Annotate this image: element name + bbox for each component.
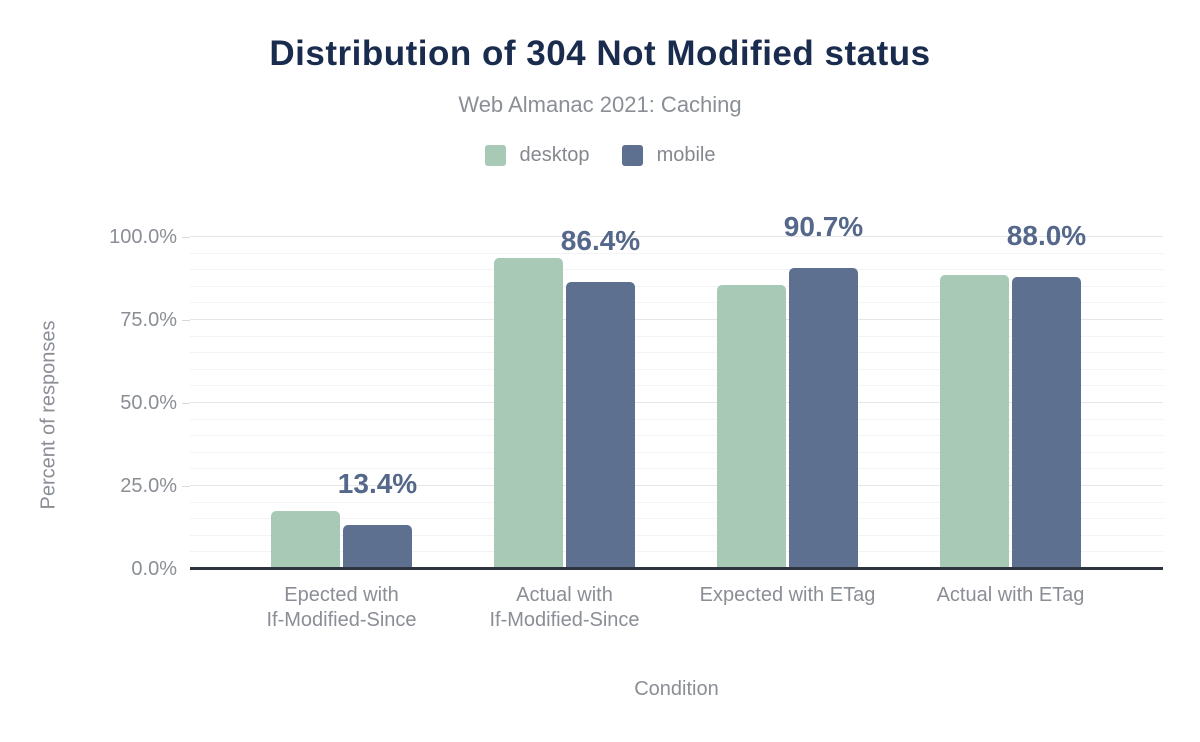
y-axis-tick [182, 320, 190, 321]
gridline-minor [190, 418, 1163, 420]
x-axis-title: Condition [634, 678, 719, 700]
value-label: 13.4% [337, 467, 418, 499]
gridline-minor [190, 302, 1163, 304]
gridline-minor [190, 501, 1163, 503]
gridline-major [190, 319, 1163, 320]
bar-desktop[interactable] [494, 258, 563, 569]
legend-swatch-mobile [621, 144, 643, 166]
y-axis-tick-label: 100.0% [109, 226, 177, 248]
legend-item-mobile[interactable]: mobile [621, 143, 716, 167]
gridline-minor [190, 385, 1163, 387]
bar-desktop[interactable] [717, 285, 786, 569]
gridline-minor [190, 285, 1163, 287]
gridline-minor [190, 468, 1163, 470]
legend-label: desktop [519, 143, 590, 166]
bar-group: 86.4% [494, 226, 640, 569]
gridline-minor [190, 435, 1163, 437]
bar-mobile[interactable] [1012, 276, 1081, 569]
y-axis-tick-label: 0.0% [131, 558, 177, 580]
x-axis-category-label: Expected with ETag [699, 584, 876, 606]
legend-swatch-desktop [484, 144, 506, 166]
y-axis-tick [182, 486, 190, 487]
x-axis-category-label: Actual with If-Modified-Since [489, 584, 640, 631]
bar-mobile[interactable] [789, 267, 858, 569]
gridline-minor [190, 534, 1163, 536]
x-axis-category-label: Actual with ETag [936, 584, 1085, 606]
value-label: 86.4% [560, 225, 641, 257]
gridline-minor [190, 368, 1163, 370]
y-axis-tick [182, 403, 190, 404]
legend-item-desktop[interactable]: desktop [484, 143, 590, 167]
bar-desktop[interactable] [940, 274, 1009, 569]
bar-desktop[interactable] [271, 510, 340, 569]
gridline-major [190, 236, 1163, 237]
gridline-minor [190, 352, 1163, 354]
chart-subtitle: Web Almanac 2021: Caching [458, 92, 742, 117]
gridline-minor [190, 252, 1163, 254]
y-axis-tick-label: 50.0% [120, 392, 177, 414]
gridline-minor [190, 551, 1163, 553]
y-axis-tick-label: 75.0% [120, 309, 177, 331]
gridline-major [190, 402, 1163, 403]
y-axis-tick-label: 25.0% [120, 475, 177, 497]
gridline-major [190, 485, 1163, 486]
value-label: 90.7% [783, 210, 864, 242]
chart-title: Distribution of 304 Not Modified status [269, 34, 931, 73]
bar-group: 88.0% [940, 220, 1086, 569]
bar-group: 13.4% [271, 237, 417, 569]
gridline-minor [190, 269, 1163, 271]
legend-label: mobile [656, 143, 716, 166]
chart-legend: desktop mobile [0, 142, 1200, 168]
gridline-minor [190, 518, 1163, 520]
gridline-minor [190, 451, 1163, 453]
bar-mobile[interactable] [343, 524, 412, 569]
x-axis-line [190, 567, 1163, 570]
x-axis-category-label: Epected with If-Modified-Since [266, 584, 417, 631]
y-axis-title: Percent of responses [37, 320, 60, 510]
gridline-minor [190, 335, 1163, 337]
value-label: 88.0% [1006, 219, 1087, 251]
bar-mobile[interactable] [566, 282, 635, 569]
y-axis-tick [182, 237, 190, 238]
plot-area: 13.4% 86.4% 90.7% 88.0% [190, 211, 1163, 569]
bar-group: 90.7% [717, 211, 863, 569]
